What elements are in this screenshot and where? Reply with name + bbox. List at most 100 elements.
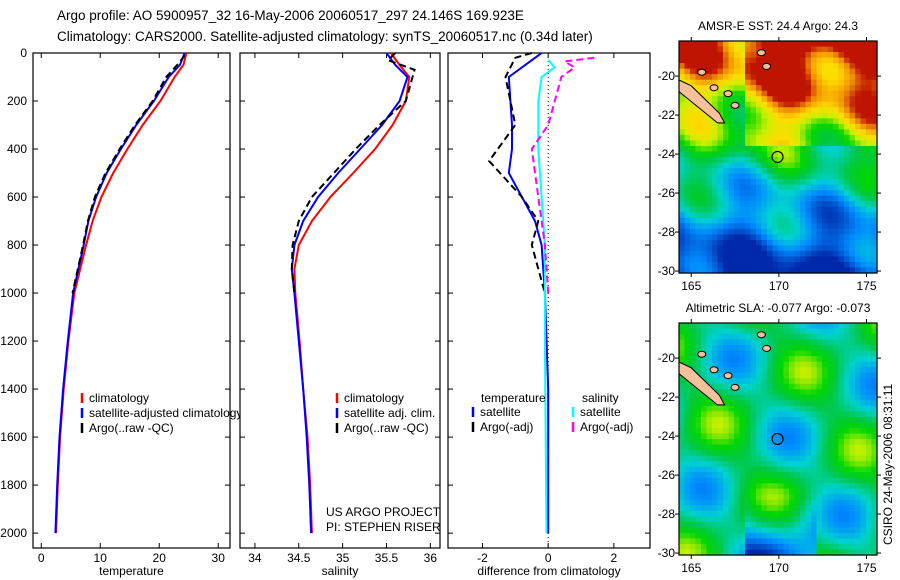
heatmap-cell [767, 400, 774, 407]
heatmap-cell [816, 422, 823, 429]
heatmap-cell [794, 85, 801, 92]
heatmap-cell [728, 405, 735, 412]
heatmap-cell [811, 389, 818, 396]
heatmap-cell [690, 439, 697, 446]
heatmap-cell [745, 206, 752, 213]
heatmap-cell [860, 538, 867, 545]
heatmap-cell [783, 405, 790, 412]
heatmap-cell [871, 549, 878, 556]
heatmap-cell [794, 239, 801, 246]
heatmap-cell [750, 157, 757, 164]
heatmap-cell [745, 123, 752, 130]
heatmap-cell [849, 74, 856, 81]
heatmap-cell [789, 532, 796, 540]
heatmap-cell [761, 444, 768, 451]
heatmap-cell [684, 245, 691, 252]
heatmap-cell [712, 483, 719, 490]
heatmap-cell [805, 389, 812, 396]
heatmap-cell [844, 63, 851, 70]
heatmap-cell [684, 455, 691, 462]
heatmap-cell [822, 129, 829, 136]
heatmap-cell [800, 543, 807, 551]
heatmap-cell [827, 405, 834, 412]
heatmap-cell [679, 323, 686, 330]
heatmap-cell [800, 416, 807, 424]
heatmap-cell [684, 79, 691, 86]
heatmap-cell [833, 151, 840, 158]
heatmap-cell [734, 328, 741, 335]
heatmap-cell [750, 79, 757, 86]
heatmap-cell [701, 123, 708, 130]
heatmap-cell [701, 168, 708, 175]
heatmap-cell [679, 394, 686, 401]
heatmap-cell [739, 516, 746, 523]
heatmap-cell [844, 101, 851, 108]
heatmap-cell [805, 223, 812, 230]
heatmap-cell [866, 334, 873, 341]
heatmap-cell [805, 46, 812, 53]
heatmap-cell [827, 256, 834, 263]
heatmap-cell [816, 356, 823, 363]
heatmap-cell [827, 499, 834, 506]
heatmap-cell [761, 339, 768, 346]
heatmap-cell [712, 499, 719, 506]
heatmap-cell [679, 206, 686, 213]
heatmap-cell [717, 245, 724, 252]
heatmap-cell [684, 527, 691, 534]
heatmap-cell [756, 90, 763, 97]
heatmap-cell [690, 123, 697, 130]
heatmap-cell [734, 79, 741, 86]
heatmap-cell [701, 201, 708, 208]
heatmap-cell [783, 173, 790, 180]
heatmap-cell [849, 261, 856, 269]
heatmap-cell [712, 212, 719, 219]
heatmap-cell [695, 389, 702, 396]
heatmap-cell [816, 212, 823, 219]
heatmap-cell [838, 261, 845, 269]
heatmap-cell [767, 516, 774, 523]
heatmap-cell [816, 472, 823, 479]
heatmap-cell [723, 521, 730, 528]
heatmap-cell [745, 112, 752, 119]
heatmap-cell [838, 323, 845, 330]
heatmap-cell [734, 173, 741, 180]
heatmap-cell [789, 361, 796, 368]
heatmap-cell [761, 173, 768, 180]
heatmap-cell [827, 90, 834, 97]
heatmap-cell [844, 549, 851, 556]
heatmap-cell [684, 129, 691, 136]
heatmap-cell [772, 184, 779, 191]
heatmap-cell [761, 239, 768, 246]
heatmap-cell [811, 444, 818, 451]
heatmap-cell [772, 140, 779, 147]
heatmap-cell [833, 85, 840, 92]
heatmap-cell [745, 57, 752, 64]
heatmap-cell [717, 63, 724, 70]
heatmap-cell [844, 505, 851, 512]
heatmap-cell [767, 217, 774, 224]
heatmap-cell [871, 46, 878, 53]
heatmap-cell [734, 411, 741, 418]
heatmap-cell [734, 439, 741, 446]
heatmap-cell [871, 483, 878, 490]
heatmap-cell [772, 472, 779, 479]
heatmap-cell [849, 416, 856, 424]
heatmap-cell [800, 74, 807, 81]
heatmap-cell [871, 472, 878, 479]
heatmap-cell [805, 134, 812, 142]
heatmap-cell [739, 405, 746, 412]
heatmap-cell [695, 57, 702, 64]
heatmap-cell [783, 217, 790, 224]
heatmap-cell [706, 129, 713, 136]
heatmap-cell [690, 422, 697, 429]
heatmap-cell [800, 427, 807, 435]
heatmap-cell [767, 532, 774, 540]
heatmap-cell [860, 499, 867, 506]
heatmap-cell [690, 184, 697, 191]
heatmap-cell [866, 118, 873, 125]
heatmap-cell [745, 439, 752, 446]
heatmap-cell [783, 334, 790, 341]
panel-temperature: 0 10 20 30temperature0200400600800100012001… [0, 46, 242, 578]
heatmap-cell [827, 378, 834, 385]
heatmap-cell [717, 107, 724, 114]
